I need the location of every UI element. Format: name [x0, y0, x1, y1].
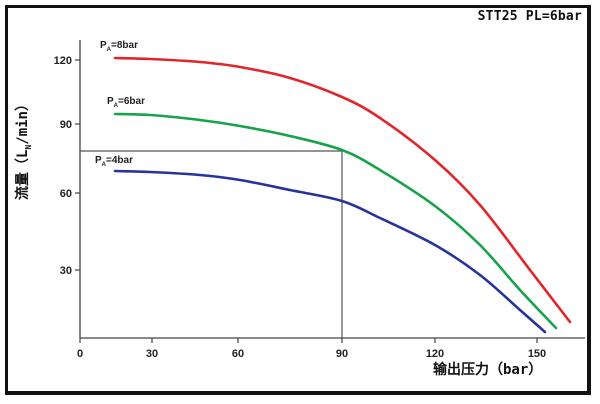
- label-value: =8bar: [111, 40, 138, 51]
- y-label-post: /min）: [15, 97, 31, 145]
- y-tick-label: 90: [60, 119, 72, 131]
- y-axis-label: 流量（LN/min）: [12, 97, 33, 200]
- legend-label-pa6: PA=6bar: [107, 96, 145, 109]
- label-p: P: [107, 96, 114, 107]
- curve-pa6: [113, 112, 558, 330]
- label-sub: A: [101, 162, 107, 168]
- label-value: =6bar: [118, 96, 145, 107]
- curve-pa4: [113, 169, 547, 334]
- x-axis-label: 输出压力（bar）: [433, 362, 543, 378]
- label-sub: A: [113, 103, 119, 109]
- curve-pa8: [113, 56, 572, 324]
- label-p: P: [95, 155, 102, 166]
- x-tick-label: 90: [336, 348, 348, 360]
- y-tick-label: 60: [60, 188, 72, 200]
- x-tick-label: 0: [77, 348, 83, 360]
- y-tick-label: 30: [60, 265, 72, 277]
- x-tick-label: 120: [426, 348, 444, 360]
- reference-lines: [80, 150, 343, 338]
- y-tick-label: 120: [54, 55, 72, 67]
- x-tick-label: 150: [528, 348, 546, 360]
- legend-label-pa8: PA=8bar: [100, 40, 138, 53]
- label-sub: A: [106, 47, 112, 53]
- label-p: P: [100, 40, 107, 51]
- x-tick-label: 60: [232, 348, 244, 360]
- legend-label-pa4: PA=4bar: [95, 155, 133, 168]
- y-label-pre: 流量（L: [15, 149, 31, 200]
- y-label-sub: N: [23, 144, 33, 150]
- curves: [113, 56, 572, 334]
- chart-title: STT25 PL=6bar: [477, 9, 582, 24]
- chart-frame: [5, 5, 591, 395]
- axes: 0 30 60 90 120 150 120 90 60 30: [54, 40, 585, 360]
- x-tick-label: 30: [146, 348, 158, 360]
- label-value: =4bar: [106, 155, 133, 166]
